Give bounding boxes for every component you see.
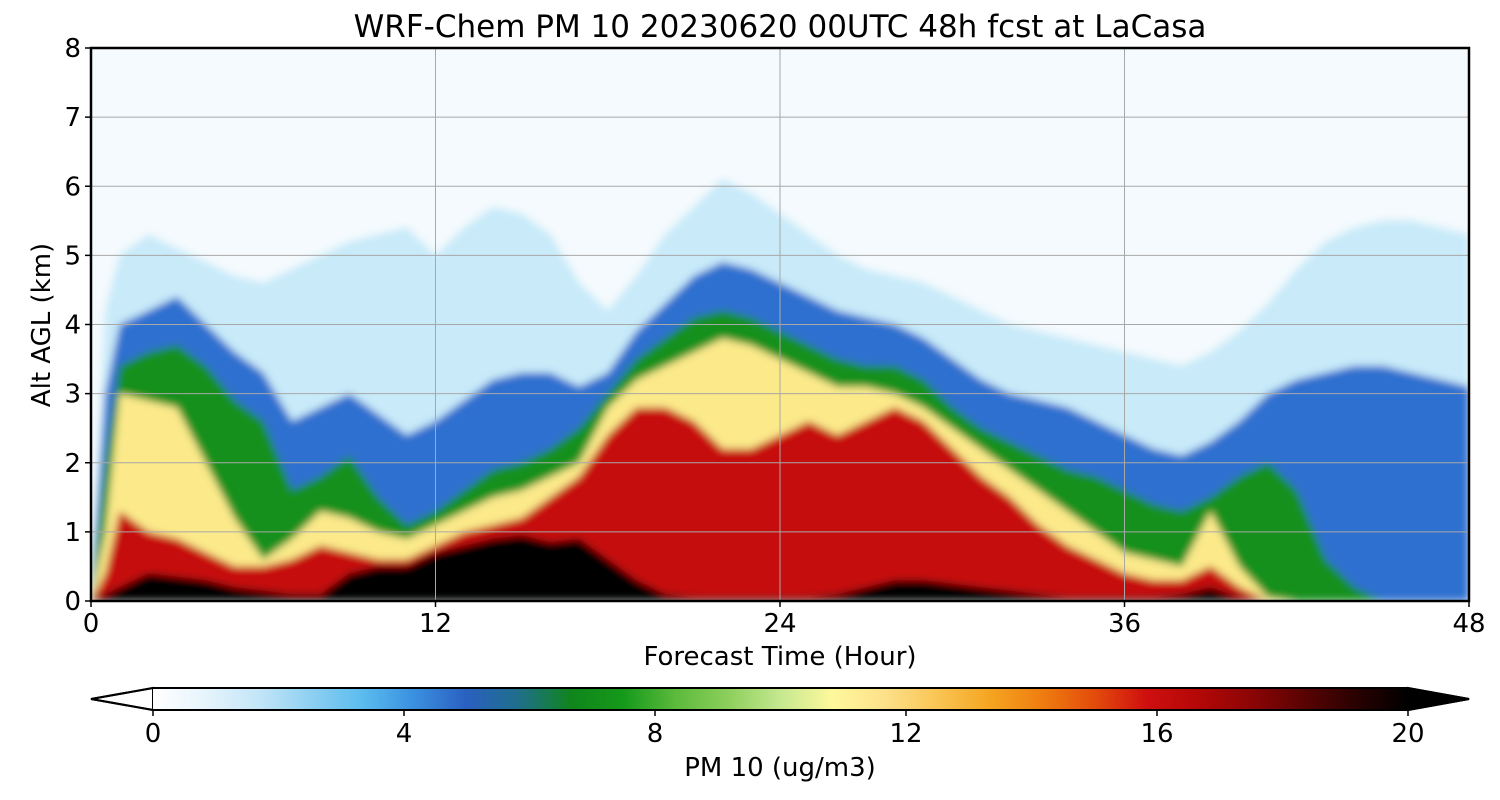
- colorbar: 0 4 8 12 16 20 PM 10 (ug/m3): [90, 686, 1470, 783]
- y-tick-label: 6: [64, 172, 81, 202]
- colorbar-tick-label: 12: [889, 719, 922, 749]
- x-tick-label: 24: [763, 609, 796, 639]
- x-tick-label: 12: [419, 609, 452, 639]
- colorbar-tick-label: 4: [396, 719, 413, 749]
- y-tick-label: 4: [64, 311, 81, 341]
- x-tick-label: 0: [83, 609, 100, 639]
- colorbar-tick-label: 20: [1391, 719, 1424, 749]
- y-tick-label: 0: [64, 587, 81, 617]
- x-axis-label: Forecast Time (Hour): [643, 642, 916, 672]
- y-tick-label: 8: [64, 34, 81, 64]
- colorbar-gradient: [153, 688, 1408, 710]
- colorbar-lower-extension: [90, 686, 154, 712]
- plot-area: [91, 48, 1469, 601]
- colorbar-tick-label: 16: [1140, 719, 1173, 749]
- y-tick-label: 5: [64, 241, 81, 271]
- grid-lines: [91, 48, 1469, 601]
- y-tick-label: 1: [64, 518, 81, 548]
- colorbar-upper-extension: [1407, 686, 1470, 712]
- y-tick-label: 7: [64, 103, 81, 133]
- y-axis-label: Alt AGL (km): [27, 243, 57, 407]
- y-tick-label: 2: [64, 449, 81, 479]
- colorbar-tick-label: 8: [647, 719, 664, 749]
- x-axis: 0 12 24 36 48: [83, 601, 1486, 639]
- x-tick-label: 36: [1108, 609, 1141, 639]
- colorbar-tick-label: 0: [145, 719, 162, 749]
- y-axis: 0 1 2 3 4 5 6 7 8: [64, 34, 91, 617]
- colorbar-ticks: 0 4 8 12 16 20: [145, 710, 1425, 749]
- x-tick-label: 48: [1452, 609, 1485, 639]
- colorbar-label: PM 10 (ug/m3): [684, 753, 876, 783]
- y-tick-label: 3: [64, 380, 81, 410]
- chart-title: WRF-Chem PM 10 20230620 00UTC 48h fcst a…: [354, 9, 1207, 45]
